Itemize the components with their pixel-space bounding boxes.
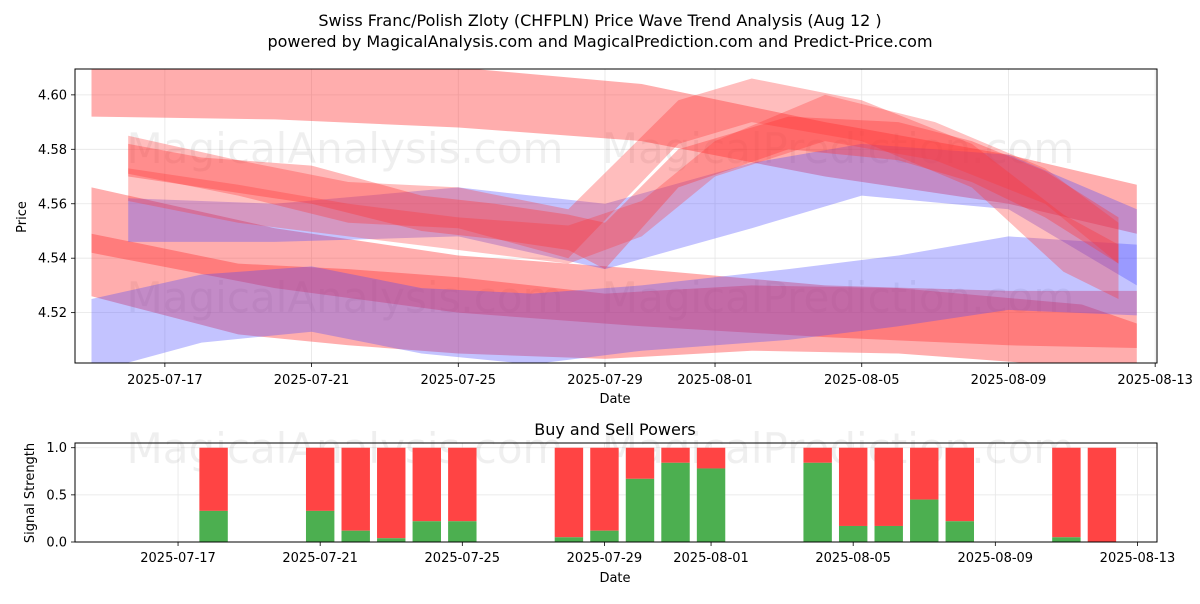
price-xtick-label: 2025-08-01 [677, 373, 753, 388]
price-xtick-label: 2025-07-21 [274, 373, 350, 388]
price-plot: MagicalAnalysis.com MagicalPrediction.co… [15, 68, 1193, 407]
signal-xtick-label: 2025-07-17 [140, 551, 216, 566]
signal-ytick-label: 1.0 [46, 441, 67, 456]
sell-bar [1087, 447, 1117, 542]
signal-xtick-label: 2025-08-13 [1100, 551, 1176, 566]
price-ytick-label: 4.58 [38, 143, 67, 158]
buy-bar [199, 510, 228, 542]
price-ytick-label: 4.54 [38, 252, 67, 267]
signal-plot: Buy and Sell Powers MagicalAnalysis.com … [23, 420, 1175, 586]
signal-axes: 0.0 0.5 1.0 2025-07-17 2025-07-21 2025-07-25 2… [46, 441, 1175, 566]
price-xlabel: Date [599, 392, 630, 407]
sell-bar [448, 447, 477, 522]
price-xtick-label: 2025-07-25 [421, 373, 497, 388]
sell-bar [1052, 447, 1081, 538]
watermark-left-lower: MagicalAnalysis.com [127, 273, 564, 322]
signal-frame [74, 442, 1158, 543]
wave-band-blue-3 [91, 236, 1137, 363]
chart-title: Swiss Franc/Polish Zloty (CHFPLN) Price … [318, 11, 881, 30]
watermark-left-upper: MagicalAnalysis.com [127, 124, 564, 173]
buy-bar [661, 462, 690, 542]
buy-bar [696, 468, 726, 542]
signal-bars [199, 447, 1117, 542]
sell-bar [838, 447, 868, 526]
price-watermarks: MagicalAnalysis.com MagicalPrediction.co… [127, 124, 1075, 322]
sell-bar [341, 447, 370, 531]
wave-band-red-0 [91, 69, 1137, 234]
price-ytick-label: 4.52 [38, 306, 67, 321]
sell-bar [377, 447, 406, 539]
buy-bar [910, 499, 939, 542]
signal-xtick-label: 2025-07-21 [282, 551, 358, 566]
sell-bar [305, 447, 335, 511]
sell-bar [554, 447, 584, 538]
sell-bar [661, 447, 690, 463]
signal-title: Buy and Sell Powers [534, 420, 696, 439]
signal-xtick-label: 2025-08-05 [815, 551, 891, 566]
price-xtick-label: 2025-07-17 [127, 373, 203, 388]
sell-bar [625, 447, 655, 479]
price-xtick-label: 2025-08-13 [1117, 373, 1193, 388]
signal-ylabel: Signal Strength [23, 443, 38, 543]
price-grid [75, 69, 1157, 363]
price-ytick-label: 4.60 [38, 88, 67, 103]
sell-bar [696, 447, 726, 469]
price-xtick-label: 2025-07-29 [567, 373, 643, 388]
buy-bar [838, 525, 868, 542]
price-ylabel: Price [15, 201, 30, 233]
buy-bar [945, 521, 975, 542]
price-frame [74, 68, 1158, 364]
price-ytick-label: 4.56 [38, 197, 67, 212]
sell-bar [874, 447, 903, 526]
wave-band-red-6 [128, 94, 1119, 264]
buy-bar [874, 525, 903, 542]
buy-bar [554, 537, 584, 542]
buy-bar [377, 538, 406, 542]
wave-band-blue-4 [128, 143, 1137, 286]
sell-bar [590, 447, 619, 531]
signal-xtick-label: 2025-08-09 [958, 551, 1034, 566]
sell-bar [803, 447, 832, 463]
buy-bar [412, 521, 441, 542]
sell-bar [945, 447, 975, 522]
price-axes: 4.52 4.54 4.56 4.58 4.60 2025-07-17 2025-07-21… [38, 68, 1193, 388]
price-xtick-label: 2025-08-09 [971, 373, 1047, 388]
sell-bar [199, 447, 228, 511]
sell-bar [412, 447, 441, 522]
signal-xtick-label: 2025-07-29 [567, 551, 643, 566]
buy-bar [1052, 537, 1081, 542]
signal-ytick-label: 0.0 [46, 536, 67, 551]
buy-bar [590, 530, 619, 542]
sell-bar [910, 447, 939, 500]
buy-bar [341, 530, 370, 542]
signal-ytick-label: 0.5 [46, 488, 67, 503]
signal-xtick-label: 2025-08-01 [673, 551, 749, 566]
buy-bar [305, 510, 335, 542]
wave-band-red-5 [128, 116, 1119, 270]
watermark-right-lower: MagicalPrediction.com [602, 273, 1075, 322]
price-xtick-label: 2025-08-05 [824, 373, 900, 388]
wave-band-red-1 [91, 187, 1137, 348]
watermark-right-upper: MagicalPrediction.com [602, 124, 1075, 173]
wave-band-red-7 [128, 78, 1119, 299]
wave-band-red-2 [91, 233, 1137, 363]
signal-xlabel: Date [599, 571, 630, 586]
signal-xtick-label: 2025-07-25 [425, 551, 501, 566]
buy-bar [448, 521, 477, 542]
chart-subtitle: powered by MagicalAnalysis.com and Magic… [267, 32, 932, 51]
price-bands [91, 69, 1137, 363]
buy-bar [803, 462, 832, 542]
buy-bar [625, 478, 655, 542]
